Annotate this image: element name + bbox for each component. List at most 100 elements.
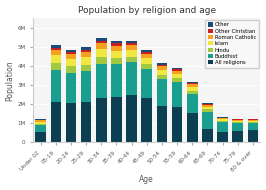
Bar [187,87,198,90]
Bar [81,57,92,65]
Bar [35,122,46,124]
Bar [35,124,46,125]
Bar [111,64,122,97]
Bar [51,63,61,70]
Bar [66,52,76,54]
Bar [142,51,152,52]
Bar [126,56,137,62]
Bar [126,45,137,50]
Bar [172,67,182,69]
Bar [157,75,167,79]
Bar [217,122,228,132]
Bar [232,122,243,123]
Bar [66,103,76,142]
Bar [157,70,167,75]
Bar [172,74,182,78]
Bar [51,102,61,142]
Bar [232,121,243,122]
Bar [81,102,92,142]
Bar [81,50,92,52]
Bar [142,54,152,59]
Bar [66,59,76,66]
Bar [217,121,228,122]
Bar [187,84,198,87]
Bar [248,121,258,122]
Bar [96,41,107,43]
Bar [66,66,76,73]
Bar [96,38,107,41]
Bar [96,57,107,64]
Bar [172,107,182,142]
Bar [232,119,243,120]
Bar [232,131,243,142]
Bar [142,59,152,64]
Bar [81,52,92,57]
Bar [172,71,182,74]
Bar [35,120,46,122]
Bar [172,69,182,71]
Bar [202,107,213,109]
Bar [217,118,228,119]
Bar [126,41,137,43]
Y-axis label: Population: Population [6,60,15,101]
Bar [202,112,213,129]
Bar [217,117,228,118]
Bar [187,83,198,84]
Bar [248,119,258,120]
Title: Population by religion and age: Population by religion and age [78,6,216,15]
Bar [202,103,213,104]
Bar [96,98,107,142]
Bar [96,49,107,57]
Bar [126,50,137,56]
Bar [35,119,46,120]
Bar [81,47,92,50]
Bar [111,97,122,142]
Bar [111,41,122,44]
Bar [248,123,258,130]
Bar [187,113,198,142]
Bar [81,71,92,102]
Bar [157,79,167,106]
Bar [202,105,213,107]
Bar [217,119,228,121]
Bar [126,95,137,142]
Bar [157,65,167,66]
Bar [248,130,258,142]
Bar [51,70,61,102]
Bar [142,69,152,98]
Bar [157,63,167,65]
Bar [232,123,243,131]
Bar [96,64,107,98]
Bar [187,82,198,83]
Bar [35,132,46,142]
Bar [232,120,243,121]
Bar [35,125,46,132]
Bar [142,64,152,69]
X-axis label: Age: Age [139,175,154,184]
Bar [66,73,76,103]
Legend: Other, Other Christian, Roman Catholic, Islam, Hindu, Buddhist, All religions: Other, Other Christian, Roman Catholic, … [205,20,259,68]
Bar [66,54,76,59]
Bar [157,106,167,142]
Bar [126,62,137,95]
Bar [111,51,122,58]
Bar [187,94,198,113]
Bar [81,65,92,71]
Bar [172,82,182,107]
Bar [111,58,122,64]
Bar [51,48,61,50]
Bar [66,50,76,52]
Bar [142,52,152,54]
Bar [51,50,61,55]
Bar [157,66,167,70]
Bar [111,44,122,46]
Bar [187,90,198,94]
Bar [96,43,107,49]
Bar [51,55,61,63]
Bar [217,132,228,142]
Bar [111,46,122,51]
Bar [51,45,61,48]
Bar [126,43,137,45]
Bar [248,120,258,121]
Bar [202,104,213,105]
